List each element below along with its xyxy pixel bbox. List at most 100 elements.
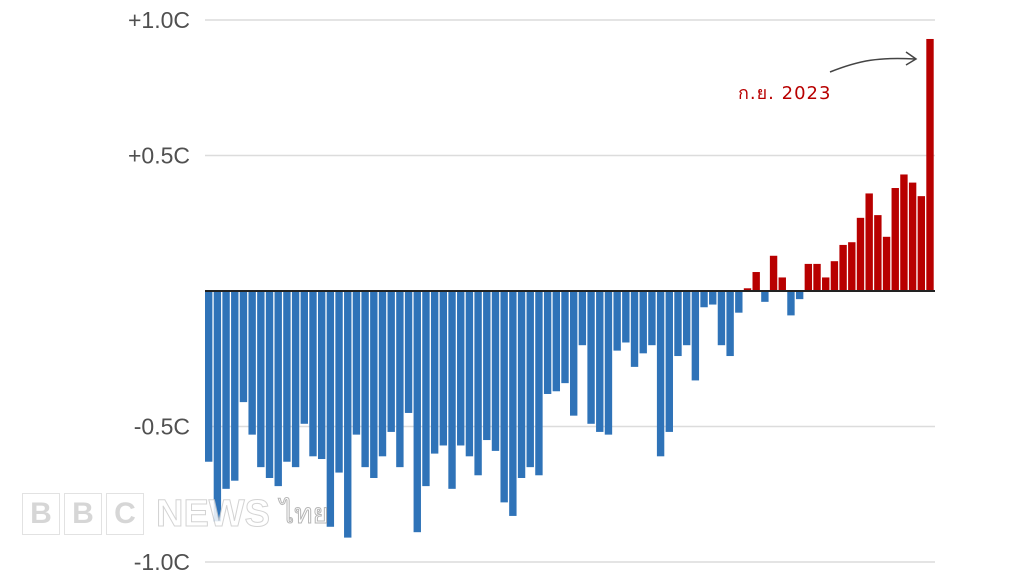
bar: [700, 291, 708, 308]
bar: [787, 291, 795, 316]
y-tick-label: -1.0C: [134, 549, 190, 575]
bar: [865, 193, 873, 291]
logo-letter-c: C: [106, 493, 144, 535]
bar: [604, 291, 613, 435]
bar: [326, 291, 335, 527]
bar: [656, 291, 665, 457]
bar: [908, 182, 917, 291]
bar: [309, 291, 317, 457]
bar: [769, 255, 778, 291]
bar: [205, 291, 213, 462]
bar: [526, 291, 534, 468]
bbc-news-thai-logo: B B C NEWS ไทย: [22, 492, 329, 536]
bar: [830, 261, 839, 291]
bar: [535, 291, 543, 476]
bar: [344, 291, 352, 538]
bar: [570, 291, 578, 416]
bar: [396, 291, 404, 468]
bar: [813, 263, 821, 291]
bar: [761, 291, 769, 302]
bar: [874, 215, 882, 291]
annotation-arrow: [829, 57, 916, 73]
bars: [205, 38, 934, 538]
bar: [335, 291, 343, 473]
bar: [596, 291, 604, 432]
bar: [378, 291, 387, 457]
bar: [917, 196, 926, 291]
bar: [717, 291, 726, 346]
bar: [856, 217, 865, 291]
bar: [795, 291, 804, 300]
bar: [361, 291, 369, 468]
bar: [500, 291, 508, 503]
bar: [448, 291, 456, 489]
bar: [900, 174, 908, 291]
bar: [291, 291, 300, 468]
bar: [239, 291, 248, 403]
bar: [778, 277, 786, 291]
annotation-arrow-head: [905, 51, 918, 66]
bar: [387, 291, 395, 432]
bar: [743, 288, 752, 291]
bar: [257, 291, 265, 468]
bar: [735, 291, 743, 313]
bar: [439, 291, 448, 446]
bar: [804, 263, 813, 291]
bar: [213, 291, 222, 522]
bar: [248, 291, 256, 435]
bar: [317, 291, 326, 460]
bar: [422, 291, 430, 487]
bar: [283, 291, 291, 462]
logo-thai: ไทย: [280, 497, 330, 531]
bar: [231, 291, 239, 481]
bar: [882, 236, 891, 291]
bar: [457, 291, 465, 446]
bar: [474, 291, 482, 476]
bar: [370, 291, 378, 478]
y-tick-label: +0.5C: [128, 143, 190, 169]
bar: [891, 188, 899, 291]
bar: [822, 277, 830, 291]
bar: [561, 291, 569, 384]
y-tick-label: -0.5C: [134, 414, 190, 440]
bar: [543, 291, 552, 394]
bar: [222, 291, 230, 489]
logo-news: NEWS: [156, 492, 271, 535]
bar: [578, 291, 587, 346]
bar: [682, 291, 691, 346]
bar: [848, 242, 856, 291]
bar: [726, 291, 734, 357]
y-tick-label: +1.0C: [128, 7, 190, 33]
bar: [352, 291, 361, 435]
bar: [691, 291, 700, 381]
bar: [926, 38, 934, 291]
bar: [839, 244, 847, 291]
bar: [709, 291, 717, 305]
bar: [639, 291, 647, 354]
bar: [622, 291, 630, 343]
bar: [274, 291, 282, 487]
bar: [752, 272, 760, 291]
bar: [674, 291, 682, 357]
bar: [630, 291, 639, 367]
y-tick-labels: +1.0C +0.5C -0.5C -1.0C: [128, 7, 190, 575]
bar: [613, 291, 621, 351]
bar: [430, 291, 439, 454]
bar: [552, 291, 561, 392]
bar: [413, 291, 421, 533]
logo-letter-b1: B: [22, 493, 60, 535]
bar: [517, 291, 526, 478]
bar: [491, 291, 500, 451]
bar: [404, 291, 413, 413]
bar: [465, 291, 474, 457]
bar: [265, 291, 274, 478]
logo-letter-b2: B: [64, 493, 102, 535]
annotation-label: ก.ย. 2023: [738, 83, 831, 104]
bar: [587, 291, 595, 424]
bar: [300, 291, 308, 424]
bar: [509, 291, 517, 516]
bar: [483, 291, 491, 441]
bar: [648, 291, 656, 346]
bar: [665, 291, 673, 432]
